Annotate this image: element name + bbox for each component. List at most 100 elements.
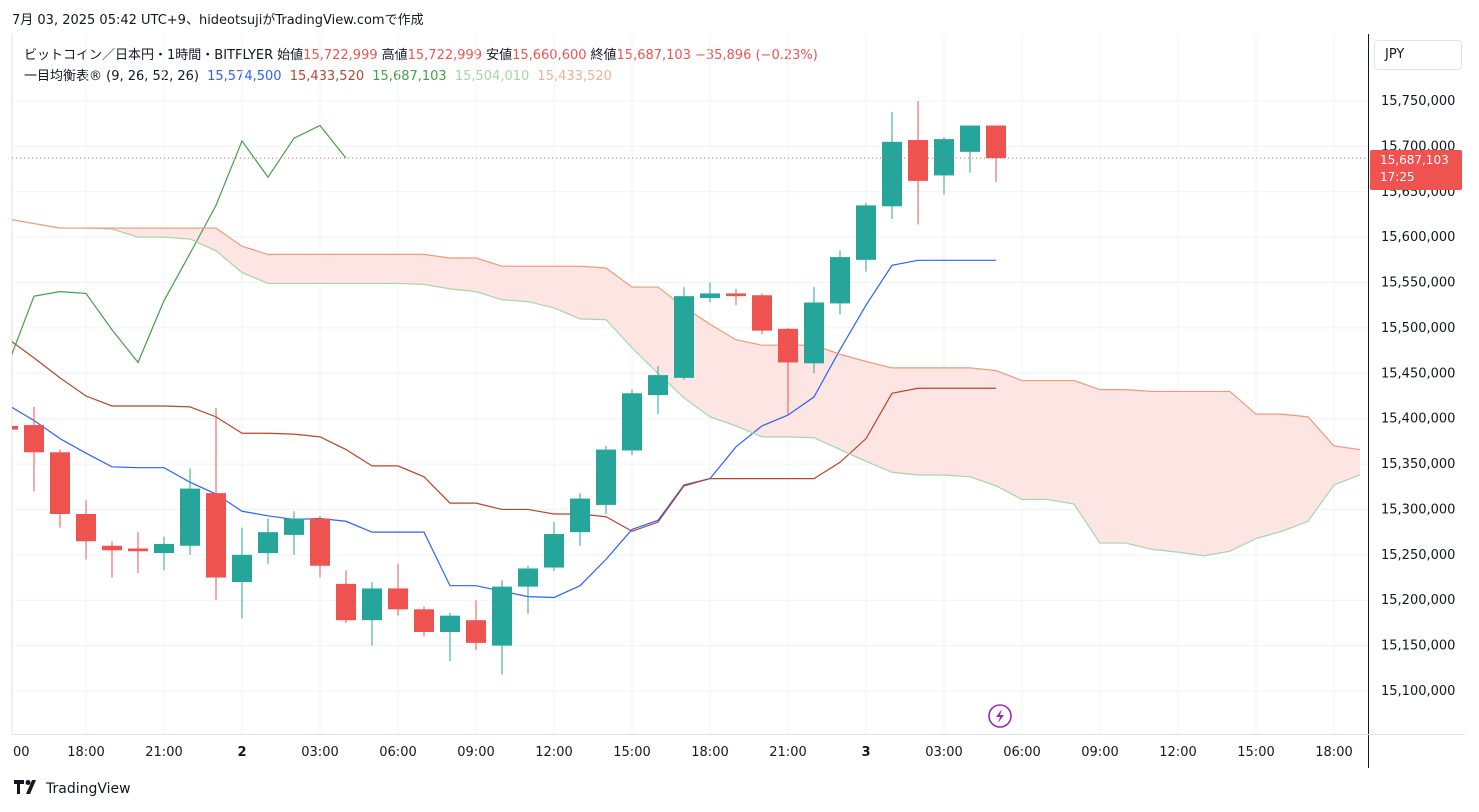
price-tick-label: 15,300,000 (1381, 502, 1455, 517)
candle-body (180, 488, 200, 546)
indicator-name[interactable]: 一目均衡表® (9, 26, 52, 26) (24, 69, 199, 84)
time-tick-label: 15:00 (613, 745, 650, 760)
candle-body (492, 586, 512, 646)
price-tick-label: 15,500,000 (1381, 321, 1455, 336)
footer-brand[interactable]: TradingView (14, 780, 131, 798)
candle (232, 527, 252, 619)
candle-body (596, 449, 616, 505)
time-tick-label: 06:00 (1003, 745, 1040, 760)
high-value: 15,722,999 (407, 48, 483, 63)
candle (908, 101, 928, 225)
candle (674, 287, 694, 380)
candle (12, 425, 18, 430)
candle-body (50, 452, 70, 514)
candle (882, 111, 902, 219)
candles (12, 101, 1368, 675)
last-price-value: 15,687,103 (1380, 153, 1449, 167)
time-tick-label: 18:00 (67, 745, 104, 760)
lightning-icon[interactable] (988, 704, 1012, 728)
currency-button[interactable]: JPY (1374, 40, 1462, 70)
price-tick-label: 15,400,000 (1381, 412, 1455, 427)
candle (622, 389, 642, 455)
lightning-circle (988, 704, 1012, 728)
candle (778, 327, 798, 415)
price-tick-label: 15,600,000 (1381, 230, 1455, 245)
candle (804, 287, 824, 374)
candle-body (856, 205, 876, 260)
candle-body (128, 548, 148, 552)
kijun-line (12, 341, 996, 532)
price-tick-label: 15,250,000 (1381, 548, 1455, 563)
time-tick-label: 09:00 (457, 745, 494, 760)
candle-body (102, 545, 122, 551)
candle-body (700, 293, 720, 298)
candle-body (726, 293, 746, 297)
last-price-label: 15,687,103 17:25 (1370, 150, 1462, 190)
time-tick-label: 21:00 (145, 745, 182, 760)
cloud-fill (12, 219, 1360, 556)
candle (440, 612, 460, 662)
open-value: 15,722,999 (303, 48, 378, 63)
chikou-line (12, 124, 347, 364)
candle (310, 515, 330, 578)
indicator-lines (12, 124, 1361, 599)
price-tick-label: 15,150,000 (1381, 639, 1455, 654)
candle (206, 407, 226, 601)
time-tick-label: 00 (13, 745, 30, 760)
candle-body (440, 615, 460, 632)
candle (596, 445, 616, 514)
candle-body (466, 620, 486, 643)
time-tick-label: 21:00 (769, 745, 806, 760)
chikou-value: 15,687,103 (372, 69, 447, 84)
price-tick-label: 15,100,000 (1381, 684, 1455, 699)
candle (856, 202, 876, 272)
candle-body (154, 543, 174, 554)
candle (336, 570, 356, 623)
price-tick-label: 15,750,000 (1381, 94, 1455, 109)
price-axis[interactable]: 15,750,00015,700,00015,650,00015,600,000… (1381, 94, 1455, 699)
candle-body (12, 425, 18, 430)
candle (544, 522, 564, 572)
candle (414, 606, 434, 637)
candle (180, 468, 200, 555)
time-tick-label: 12:00 (1159, 745, 1196, 760)
candle (570, 493, 590, 546)
candle-body (544, 533, 564, 568)
brand-name: TradingView (46, 781, 131, 797)
candle-body (24, 425, 44, 453)
candle (362, 582, 382, 646)
candle (154, 536, 174, 571)
change-value: −35,896 (−0.23%) (694, 48, 818, 63)
candle-body (908, 140, 928, 181)
time-axis[interactable]: 00 18:00 21:00 2 03:00 06:00 09:00 12:00 15:00 18… (13, 745, 1353, 760)
price-tick-label: 15,200,000 (1381, 593, 1455, 608)
candle-body (414, 609, 434, 632)
ichimoku-cloud (12, 219, 1360, 556)
candle-body (986, 125, 1006, 159)
grid-lines (11, 34, 1465, 768)
candle-body (336, 583, 356, 621)
candle (726, 288, 746, 306)
close-value: 15,687,103 (616, 48, 691, 63)
candle-body (622, 393, 642, 451)
candle (986, 125, 1006, 183)
candle-body (362, 588, 382, 621)
time-tick-label: 3 (861, 745, 870, 760)
candle (830, 250, 850, 315)
candle-body (206, 493, 226, 578)
candle-body (258, 532, 278, 554)
close-label: 終値 (590, 48, 617, 63)
candle-body (934, 139, 954, 176)
candle-body (752, 295, 772, 331)
candle-body (648, 375, 668, 396)
price-tick-label: 15,350,000 (1381, 457, 1455, 472)
candle-body (310, 518, 330, 566)
candle-body (232, 554, 252, 583)
time-tick-label: 15:00 (1237, 745, 1274, 760)
candle-body (570, 498, 590, 533)
candle (128, 532, 148, 573)
kijun-value: 15,433,520 (289, 69, 365, 84)
time-tick-label: 18:00 (1315, 745, 1352, 760)
time-tick-label: 18:00 (691, 745, 728, 760)
